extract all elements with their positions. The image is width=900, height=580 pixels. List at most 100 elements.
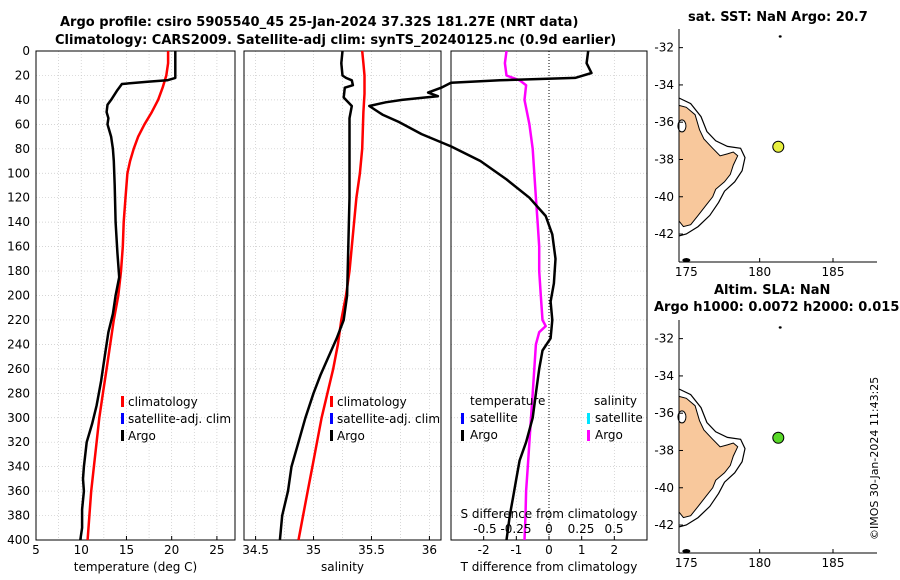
difference-xlabel-top: S difference from climatology — [461, 507, 638, 521]
temperature-profile-plot — [35, 50, 236, 541]
difference-profile-xtick-label: 0 — [545, 543, 553, 557]
temperature-profile-xlabel: temperature (deg C) — [74, 560, 197, 574]
legend-swatch-t-argo — [461, 430, 464, 441]
temperature-profile-xtick-label: 20 — [164, 543, 179, 557]
difference-profile-series-s-difference-argo — [503, 50, 547, 541]
salinity-profile-axes-frame — [243, 50, 442, 541]
temperature-profile-ytick-label: 140 — [7, 215, 30, 229]
legend-swatch-s-satellite — [587, 413, 590, 424]
legend-temperature-heading: temperature — [470, 394, 545, 408]
salinity-profile-xtick-label: 35.5 — [358, 543, 385, 557]
legend-s-argo: Argo — [595, 428, 623, 442]
figure-title-line1: Argo profile: csiro 5905540_45 25-Jan-20… — [60, 15, 579, 30]
difference-xtick-top: -0.25 — [500, 522, 531, 536]
temperature-profile-xtick-label: 10 — [74, 543, 89, 557]
legend-label-climatology: climatology — [337, 395, 407, 409]
sla-map-ytick-label: -36 — [654, 406, 674, 420]
sla-map-argo-float-marker — [772, 431, 785, 444]
sst-map-ytick-label: -42 — [654, 227, 674, 241]
legend-swatch-0 — [121, 396, 124, 407]
seamount-mark — [778, 35, 782, 38]
sst-map-ytick-label: -34 — [654, 78, 674, 92]
sla-map-ytick-label: -32 — [654, 332, 674, 346]
sla-map-ytick-label: -38 — [654, 443, 674, 457]
legend-label-argo: Argo — [337, 429, 365, 443]
island-outline — [677, 119, 687, 133]
salinity-profile-xtick-label: 35 — [306, 543, 321, 557]
sst-map-ytick-label: -40 — [654, 190, 674, 204]
temperature-profile-ytick-label: 340 — [7, 460, 30, 474]
legend-swatch-1 — [330, 413, 333, 424]
difference-profile-xtick-label: -1 — [510, 543, 522, 557]
difference-profile-xtick-label: 1 — [578, 543, 586, 557]
sla-map-xtick-label: 175 — [675, 556, 698, 570]
legend-salinity-heading: salinity — [594, 394, 637, 408]
legend-swatch-2 — [121, 430, 124, 441]
sst-map-xtick-label: 185 — [822, 265, 845, 279]
temperature-profile-ytick-label: 240 — [7, 337, 30, 351]
sst-map-argo-float-marker — [772, 140, 785, 153]
temperature-profile-ytick-label: 260 — [7, 362, 30, 376]
difference-profile-xtick-label: -2 — [478, 543, 490, 557]
temperature-profile-ytick-label: 280 — [7, 386, 30, 400]
difference-profile-series-t-difference-argo — [368, 50, 593, 541]
isobath-contour — [678, 388, 746, 528]
temperature-profile-ytick-label: 320 — [7, 435, 30, 449]
temperature-profile-ytick-label: 220 — [7, 313, 30, 327]
legend-label-argo: Argo — [128, 429, 156, 443]
figure-title-line2: Climatology: CARS2009. Satellite-adj cli… — [55, 33, 617, 48]
temperature-profile-ytick-label: 0 — [22, 44, 30, 58]
temperature-profile-ytick-label: 100 — [7, 166, 30, 180]
sla-map-xtick-label: 185 — [822, 556, 845, 570]
sla-map-ytick-label: -40 — [654, 481, 674, 495]
land-north-island — [678, 395, 739, 519]
difference-xtick-top: 0 — [545, 522, 553, 536]
temperature-profile-axes-frame — [35, 50, 236, 541]
legend-label-satellite-adj-clim: satellite-adj. clim — [337, 412, 440, 426]
sla-map-xtick-label: 180 — [748, 556, 771, 570]
sla-map-title-line1: Altim. SLA: NaN — [714, 283, 831, 298]
temperature-profile-xtick-label: 25 — [209, 543, 224, 557]
legend-t-argo: Argo — [470, 428, 498, 442]
temperature-profile-ytick-label: 160 — [7, 240, 30, 254]
salinity-profile-xtick-label: 36 — [422, 543, 437, 557]
temperature-profile-xtick-label: 15 — [119, 543, 134, 557]
temperature-profile-xtick-label: 5 — [32, 543, 40, 557]
difference-profile-xtick-label: 2 — [611, 543, 619, 557]
temperature-profile-ytick-label: 120 — [7, 191, 30, 205]
sla-map-plot — [677, 320, 877, 554]
sla-map-ytick-label: -42 — [654, 518, 674, 532]
legend-label-satellite-adj-clim: satellite-adj. clim — [128, 412, 231, 426]
temperature-profile-series-argo — [79, 51, 177, 541]
legend-swatch-1 — [121, 413, 124, 424]
temperature-profile-ytick-label: 360 — [7, 484, 30, 498]
sla-map-title-line2: Argo h1000: 0.0072 h2000: 0.015 — [654, 300, 900, 315]
temperature-profile-ytick-label: 80 — [15, 142, 30, 156]
legend-swatch-2 — [330, 430, 333, 441]
seamount-mark — [778, 326, 782, 329]
difference-xtick-top: 0.5 — [604, 522, 623, 536]
legend-s-satellite: satellite — [595, 411, 643, 425]
temperature-profile-ytick-label: 380 — [7, 509, 30, 523]
temperature-profile-ytick-label: 180 — [7, 264, 30, 278]
sst-map-ytick-label: -32 — [654, 41, 674, 55]
legend-swatch-s-argo — [587, 430, 590, 441]
legend-label-climatology: climatology — [128, 395, 198, 409]
sst-map-ytick-label: -36 — [654, 115, 674, 129]
legend-t-satellite: satellite — [470, 411, 518, 425]
sst-map-plot — [677, 29, 877, 263]
sst-map-title: sat. SST: NaN Argo: 20.7 — [688, 10, 868, 25]
temperature-profile-ytick-label: 60 — [15, 117, 30, 131]
difference-profile-axes-frame — [450, 50, 648, 541]
difference-xtick-top: 0.25 — [568, 522, 595, 536]
sst-map-ytick-label: -38 — [654, 152, 674, 166]
sst-map-xtick-label: 175 — [675, 265, 698, 279]
isobath-contour — [678, 97, 746, 237]
legend-swatch-t-satellite — [461, 413, 464, 424]
legend-swatch-0 — [330, 396, 333, 407]
temperature-profile-ytick-label: 20 — [15, 68, 30, 82]
salinity-profile-plot — [243, 50, 442, 541]
difference-profile-plot — [368, 50, 648, 541]
sla-map-ytick-label: -34 — [654, 369, 674, 383]
